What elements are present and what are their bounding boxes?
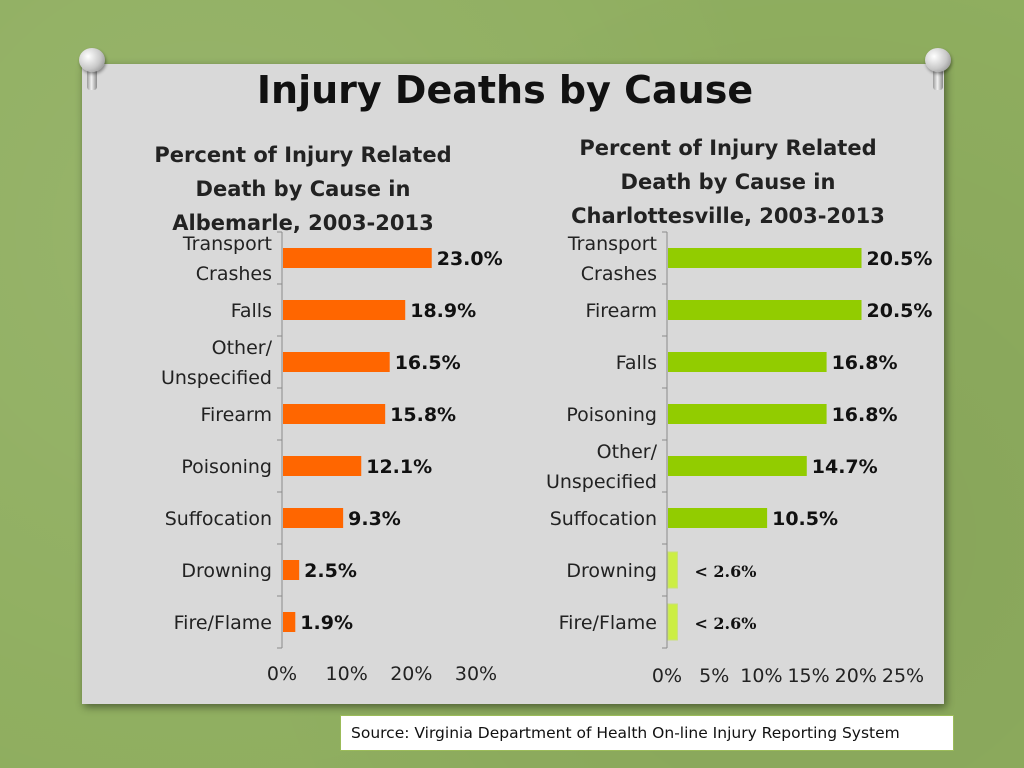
category-label: Suffocation (550, 508, 657, 530)
data-label: 1.9% (300, 612, 353, 634)
category-label: Falls (231, 300, 272, 322)
data-label: 14.7% (812, 456, 878, 478)
data-label: 23.0% (437, 248, 503, 270)
data-label: 10.5% (772, 508, 838, 530)
bar (667, 551, 678, 589)
pushpin-icon (79, 48, 105, 92)
category-label: Firearm (585, 300, 657, 322)
chart-title-line: Percent of Injury Related (579, 136, 876, 160)
data-label: 20.5% (867, 300, 933, 322)
pushpin-icon (925, 48, 951, 92)
data-label: < 2.6% (694, 614, 756, 633)
bar (668, 248, 862, 268)
chart-title-line: Death by Cause in (196, 177, 411, 201)
bar (283, 352, 390, 372)
bar (667, 603, 678, 641)
chart-albemarle: Percent of Injury Related Death by Cause … (154, 143, 502, 685)
slide-board (82, 64, 944, 704)
x-tick-label: 10% (740, 665, 782, 687)
data-label: 2.5% (304, 560, 357, 582)
chart-title-line: Albemarle, 2003-2013 (172, 211, 433, 235)
data-label: 9.3% (348, 508, 401, 530)
x-tick-label: 20% (835, 665, 877, 687)
bar (668, 508, 768, 528)
category-label: Other/ (597, 441, 658, 463)
data-label: 15.8% (390, 404, 456, 426)
category-label: Poisoning (566, 404, 657, 426)
category-label: Crashes (196, 263, 272, 285)
data-label: 20.5% (867, 248, 933, 270)
category-label: Poisoning (181, 456, 272, 478)
bar (668, 404, 827, 424)
source-note: Source: Virginia Department of Health On… (340, 715, 954, 751)
bar (668, 352, 827, 372)
bar (283, 612, 296, 632)
category-label: Firearm (200, 404, 272, 426)
category-label: Drowning (566, 560, 657, 582)
bar (668, 456, 807, 476)
category-label: Fire/Flame (559, 612, 657, 634)
bar (283, 508, 344, 528)
category-label: Crashes (581, 263, 657, 285)
x-tick-label: 15% (787, 665, 829, 687)
category-label: Drowning (181, 560, 272, 582)
bar (283, 248, 432, 268)
category-label: Fire/Flame (174, 612, 272, 634)
category-label: Unspecified (546, 471, 657, 493)
category-label: Transport (182, 233, 272, 255)
bar (283, 404, 386, 424)
chart-title-line: Death by Cause in (621, 170, 836, 194)
bar (283, 300, 406, 320)
data-label: 18.9% (410, 300, 476, 322)
page-title: Injury Deaths by Cause (256, 68, 754, 112)
chart-charlottesville: Percent of Injury Related Death by Cause … (546, 136, 932, 687)
category-label: Transport (567, 233, 657, 255)
x-tick-label: 25% (882, 665, 924, 687)
bar (668, 300, 862, 320)
data-label: 16.8% (832, 352, 898, 374)
chart-title-line: Charlottesville, 2003-2013 (571, 204, 885, 228)
x-tick-label: 20% (390, 663, 432, 685)
x-tick-label: 5% (699, 665, 729, 687)
category-label: Unspecified (161, 367, 272, 389)
chart-title-line: Percent of Injury Related (154, 143, 451, 167)
category-label: Other/ (212, 337, 273, 359)
data-label: 12.1% (366, 456, 432, 478)
data-label: < 2.6% (694, 562, 756, 581)
x-tick-label: 0% (652, 665, 682, 687)
data-label: 16.5% (395, 352, 461, 374)
x-tick-label: 0% (267, 663, 297, 685)
category-label: Falls (616, 352, 657, 374)
x-tick-label: 30% (455, 663, 497, 685)
bar (283, 560, 300, 580)
x-tick-label: 10% (326, 663, 368, 685)
bar (283, 456, 362, 476)
data-label: 16.8% (832, 404, 898, 426)
category-label: Suffocation (165, 508, 272, 530)
